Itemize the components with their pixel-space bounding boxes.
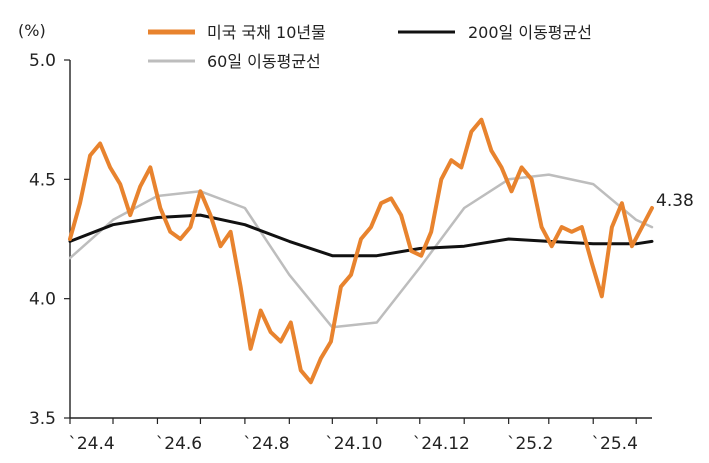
x-tick-label: `25.4: [592, 434, 638, 454]
x-tick-label: `24.12: [413, 434, 470, 454]
x-tick-label: `24.4: [68, 434, 114, 454]
legend-label-10y: 미국 국채 10년물: [207, 23, 326, 42]
series-line-us10y: [68, 117, 654, 385]
x-ticks: `24.4 `24.6 `24.8 `24.10 `24.12 `25.2 `25.4: [68, 418, 638, 454]
y-ticks: 5.0 4.5 4.0 3.5: [29, 51, 70, 429]
legend-label-ma200: 200일 이동평균선: [468, 23, 592, 42]
y-tick-label: 4.0: [29, 290, 56, 310]
x-tick-label: `24.6: [156, 434, 202, 454]
x-tick-label: `24.10: [325, 434, 382, 454]
x-tick-label: `24.8: [243, 434, 289, 454]
legend-label-ma60: 60일 이동평균선: [207, 52, 321, 71]
legend: 미국 국채 10년물 200일 이동평균선 60일 이동평균선: [148, 23, 592, 71]
y-tick-label: 3.5: [29, 409, 56, 429]
unit-label: (%): [18, 21, 46, 40]
series-layer: [68, 117, 654, 385]
series-line-ma200: [68, 213, 654, 258]
end-value-label: 4.38: [656, 191, 694, 211]
y-tick-label: 5.0: [29, 51, 56, 71]
x-tick-label: `25.2: [507, 434, 553, 454]
series-line-ma60: [68, 173, 654, 329]
y-tick-label: 4.5: [29, 170, 56, 190]
